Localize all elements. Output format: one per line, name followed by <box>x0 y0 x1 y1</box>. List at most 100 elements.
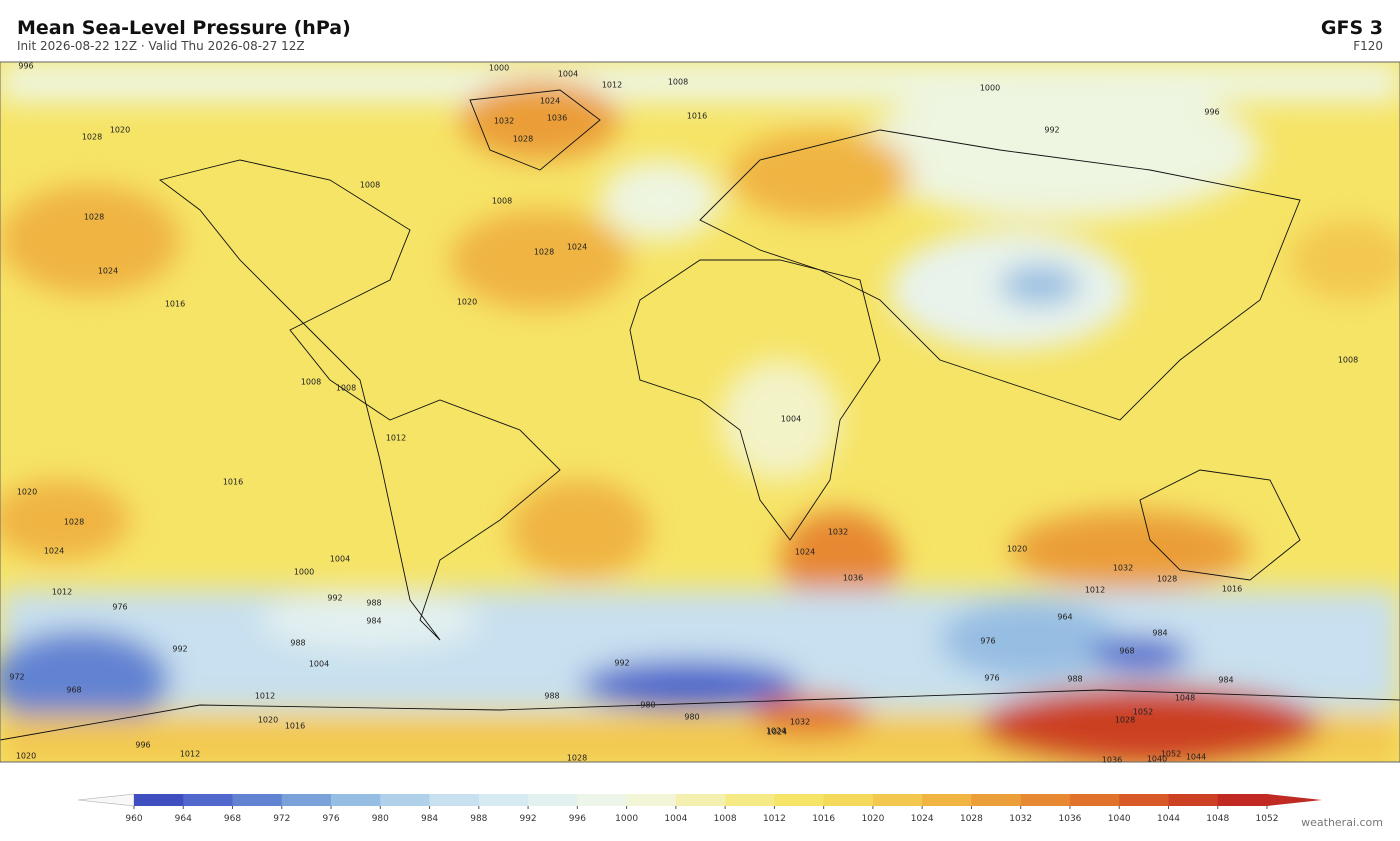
colorbar-bin <box>774 794 824 806</box>
contour-label: 1008 <box>301 378 321 387</box>
contour-label: 1024 <box>767 728 787 737</box>
colorbar-tick-label: 992 <box>519 814 536 824</box>
contour-label: 1028 <box>534 248 554 257</box>
colorbar-tick-label: 1016 <box>812 814 835 824</box>
contour-label: 1040 <box>1147 755 1167 764</box>
colorbar-tick-label: 996 <box>569 814 586 824</box>
contour-label: 992 <box>614 659 629 668</box>
contour-label: 1000 <box>294 568 314 577</box>
colorbar-tick-label: 1020 <box>861 814 884 824</box>
contour-label: 1016 <box>165 300 185 309</box>
contour-label: 1044 <box>1186 753 1206 762</box>
contour-label: 1024 <box>766 727 786 736</box>
contour-label: 988 <box>366 599 381 608</box>
colorbar-tick-label: 984 <box>421 814 438 824</box>
colorbar-bin <box>675 794 726 806</box>
coastlines <box>0 89 1400 741</box>
contour-label: 1028 <box>84 213 104 222</box>
contour-label: 984 <box>366 617 381 626</box>
contour-label: 988 <box>290 639 305 648</box>
colorbar-tick-label: 972 <box>273 814 290 824</box>
colorbar-tick-label: 1000 <box>615 814 638 824</box>
contour-label: 1036 <box>1102 756 1122 765</box>
colorbar-under <box>77 793 135 807</box>
contour-label: 1012 <box>1085 586 1105 595</box>
contour-label: 976 <box>984 674 999 683</box>
contour-label: 992 <box>172 645 187 654</box>
contour-label: 1008 <box>492 197 512 206</box>
colorbar-bin <box>232 794 283 806</box>
colorbar-tick-label: 1048 <box>1206 814 1229 824</box>
colorbar-tick-label: 1008 <box>714 814 737 824</box>
colorbar-tick-label: 1012 <box>763 814 786 824</box>
contour-label: 1008 <box>668 78 688 87</box>
contour-label: 1028 <box>513 135 533 144</box>
colorbar-tick-label: 964 <box>175 814 192 824</box>
contour-label: 1024 <box>98 267 118 276</box>
contour-label: 1012 <box>180 750 200 759</box>
contour-label: 1020 <box>457 298 477 307</box>
contour-label: 1024 <box>540 97 560 106</box>
map-field <box>0 62 1400 762</box>
colorbar-tick-label: 1028 <box>960 814 983 824</box>
model-name: GFS 3 <box>1321 17 1383 39</box>
contour-label: 996 <box>1204 108 1219 117</box>
contour-label: 1048 <box>1175 694 1195 703</box>
colorbar-tick-label: 1040 <box>1108 814 1131 824</box>
contour-label: 992 <box>1044 126 1059 135</box>
colorbar-tick-label: 980 <box>372 814 389 824</box>
forecast-hour: F120 <box>1353 39 1383 53</box>
colorbar-bin <box>429 794 480 806</box>
contour-label: 1020 <box>258 716 278 725</box>
colorbar-tick-label: 988 <box>470 814 487 824</box>
contour-label: 964 <box>1057 613 1072 622</box>
colorbar-bin <box>528 794 578 806</box>
title: Mean Sea-Level Pressure (hPa) <box>17 17 351 39</box>
contour-label: 1020 <box>17 488 37 497</box>
contour-label: 1000 <box>489 64 509 73</box>
contour-label: 1012 <box>255 692 275 701</box>
colorbar-bin <box>1020 794 1071 806</box>
contour-label: 968 <box>1119 647 1134 656</box>
colorbar-tick-label: 1024 <box>911 814 934 824</box>
colorbar-bin <box>1119 794 1169 806</box>
watermark: weatherai.com <box>1301 816 1383 829</box>
contour-label: 1032 <box>494 117 514 126</box>
colorbar-bin <box>1217 794 1268 806</box>
contour-label: 1008 <box>360 181 380 190</box>
contour-label: 1024 <box>567 243 587 252</box>
colorbar-bin <box>1069 794 1120 806</box>
contour-label: 1028 <box>567 754 587 763</box>
colorbar-tick-label: 960 <box>125 814 142 824</box>
contour-label: 992 <box>327 594 342 603</box>
colorbar-bin <box>331 794 381 806</box>
contour-label: 1016 <box>223 478 243 487</box>
contour-label: 1028 <box>64 518 84 527</box>
contour-label: 1012 <box>386 434 406 443</box>
contour-label: 988 <box>544 692 559 701</box>
contour-label: 996 <box>135 741 150 750</box>
colorbar-bin <box>183 794 233 806</box>
contour-label: 1024 <box>795 548 815 557</box>
colorbar-bin <box>725 794 775 806</box>
colorbar-tick-label: 1044 <box>1157 814 1180 824</box>
colorbar-bin <box>626 794 677 806</box>
colorbar-over <box>1267 794 1322 806</box>
contour-label: 1024 <box>44 547 64 556</box>
contour-label: 1032 <box>1113 564 1133 573</box>
contour-label: 1052 <box>1161 750 1181 759</box>
contour-label: 972 <box>9 673 24 682</box>
contour-label: 1052 <box>1133 708 1153 717</box>
contour-label: 1016 <box>687 112 707 121</box>
contour-label: 1012 <box>602 81 622 90</box>
colorbar-bin <box>872 794 923 806</box>
colorbar-bin <box>1168 794 1219 806</box>
contour-label: 980 <box>640 701 655 710</box>
colorbar-bin <box>971 794 1021 806</box>
contour-label: 1016 <box>1222 585 1242 594</box>
colorbar-tick-label: 968 <box>224 814 241 824</box>
colorbar-bin <box>823 794 874 806</box>
contour-label: 996 <box>18 62 33 71</box>
